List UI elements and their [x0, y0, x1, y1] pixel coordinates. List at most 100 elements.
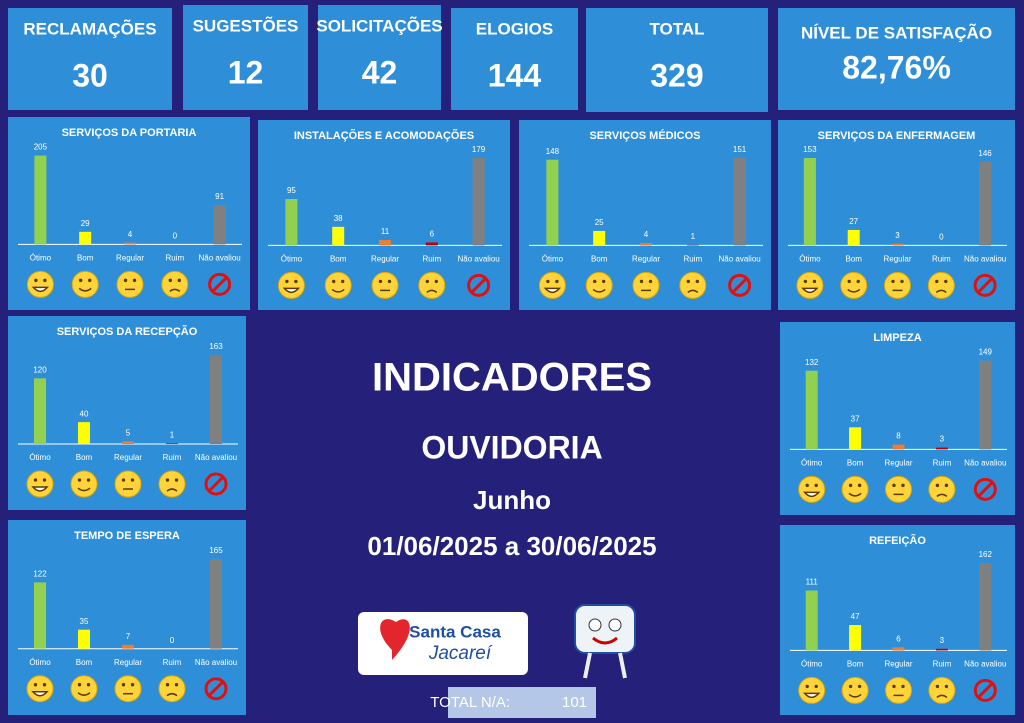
emoji-mouth	[848, 492, 862, 497]
bar	[34, 155, 47, 245]
value-label: 111	[806, 578, 819, 587]
emoji-mouth	[31, 286, 50, 293]
chart-title: SERVIÇOS DA RECEPÇÃO	[57, 325, 198, 338]
logo-line1: Santa Casa	[409, 622, 501, 641]
category-label: Bom	[76, 453, 93, 462]
kpi-card	[183, 5, 308, 110]
center-month: Junho	[473, 485, 551, 515]
category-label: Ótimo	[801, 660, 823, 669]
kpi-card	[318, 5, 441, 110]
kpi-label: TOTAL	[649, 19, 704, 38]
emoji-face	[114, 675, 142, 703]
category-label: Regular	[884, 458, 912, 467]
bar	[803, 158, 816, 246]
chart-title: REFEIÇÃO	[869, 534, 926, 547]
category-label: Regular	[883, 255, 911, 264]
emoji-ring	[204, 472, 228, 496]
bar	[892, 647, 905, 651]
kpi-value: 30	[72, 57, 108, 93]
chart-title: TEMPO DE ESPERA	[74, 530, 180, 542]
emoji-eye	[285, 279, 289, 284]
emoji-eye	[593, 279, 597, 284]
kpi-card	[451, 8, 578, 110]
emoji-eye	[33, 478, 38, 482]
emoji	[632, 271, 660, 299]
emoji	[71, 270, 99, 298]
emoji-eye	[341, 279, 345, 284]
value-label: 151	[733, 145, 747, 154]
emoji-eye	[33, 683, 38, 687]
value-label: 0	[170, 636, 175, 645]
category-label: Ótimo	[801, 458, 823, 467]
value-label: 0	[173, 231, 178, 240]
emoji-face	[26, 270, 54, 298]
emoji-eye	[42, 683, 47, 687]
emoji-mouth	[801, 287, 819, 294]
value-label: 146	[978, 149, 992, 158]
category-label: Regular	[114, 453, 142, 462]
bar	[979, 563, 992, 651]
emoji-ring	[204, 677, 228, 701]
emoji-eye	[425, 279, 429, 284]
emoji-face	[114, 470, 142, 498]
category-label: Bom	[330, 255, 347, 264]
emoji-face	[538, 271, 566, 299]
bar	[166, 443, 178, 445]
emoji-eye	[130, 683, 135, 687]
emoji-face	[585, 271, 613, 299]
value-label: 3	[895, 231, 900, 240]
emoji-face	[679, 271, 707, 299]
emoji-face	[418, 271, 446, 299]
emoji	[840, 271, 868, 299]
emoji-eye	[812, 279, 817, 284]
emoji-mouth	[592, 288, 606, 293]
emoji	[158, 675, 186, 703]
emoji-face	[884, 271, 911, 299]
emoji-eye	[686, 279, 690, 284]
emoji-eye	[34, 278, 38, 283]
emoji-face	[371, 271, 399, 299]
chart-title: INSTALAÇÕES E ACOMODAÇÕES	[294, 129, 474, 142]
emoji-eye	[165, 683, 170, 687]
emoji-eye	[935, 483, 940, 488]
kpi-label: RECLAMAÇÕES	[23, 18, 156, 38]
bar	[891, 243, 904, 246]
kpi-card	[586, 8, 768, 112]
emoji-mouth	[543, 287, 562, 294]
value-label: 148	[546, 147, 560, 156]
emoji-slash	[207, 680, 225, 697]
emoji-mouth	[935, 289, 947, 294]
category-label: Ruim	[933, 660, 952, 669]
emoji-mouth	[426, 289, 438, 294]
value-label: 35	[80, 617, 89, 626]
category-label: Bom	[77, 253, 94, 262]
category-label: Não avaliou	[195, 658, 237, 667]
emoji-mouth	[936, 694, 948, 699]
emoji	[26, 675, 54, 703]
value-label: 4	[128, 230, 133, 239]
emoji-mouth	[166, 488, 178, 492]
emoji-face	[26, 675, 54, 703]
kpi-card	[778, 8, 1015, 110]
kpi-value: 42	[362, 54, 398, 90]
emoji	[70, 470, 98, 498]
emoji-face	[324, 271, 352, 299]
emoji-face	[885, 676, 912, 704]
value-label: 153	[803, 145, 817, 154]
value-label: 165	[209, 546, 223, 555]
category-label: Ruim	[932, 255, 951, 264]
emoji-mouth	[169, 288, 181, 292]
emoji-face	[161, 270, 189, 298]
value-label: 6	[896, 634, 901, 643]
value-label: 7	[126, 632, 131, 641]
emoji-eye	[900, 279, 904, 284]
emoji	[585, 271, 613, 299]
category-label: Bom	[847, 458, 864, 467]
emoji	[371, 271, 399, 299]
emoji-eye	[86, 478, 91, 482]
value-label: 91	[215, 192, 224, 201]
value-label: 132	[805, 358, 819, 367]
emoji-eye	[848, 483, 853, 488]
emoji-eye	[79, 278, 83, 283]
emoji-eye	[814, 684, 818, 689]
